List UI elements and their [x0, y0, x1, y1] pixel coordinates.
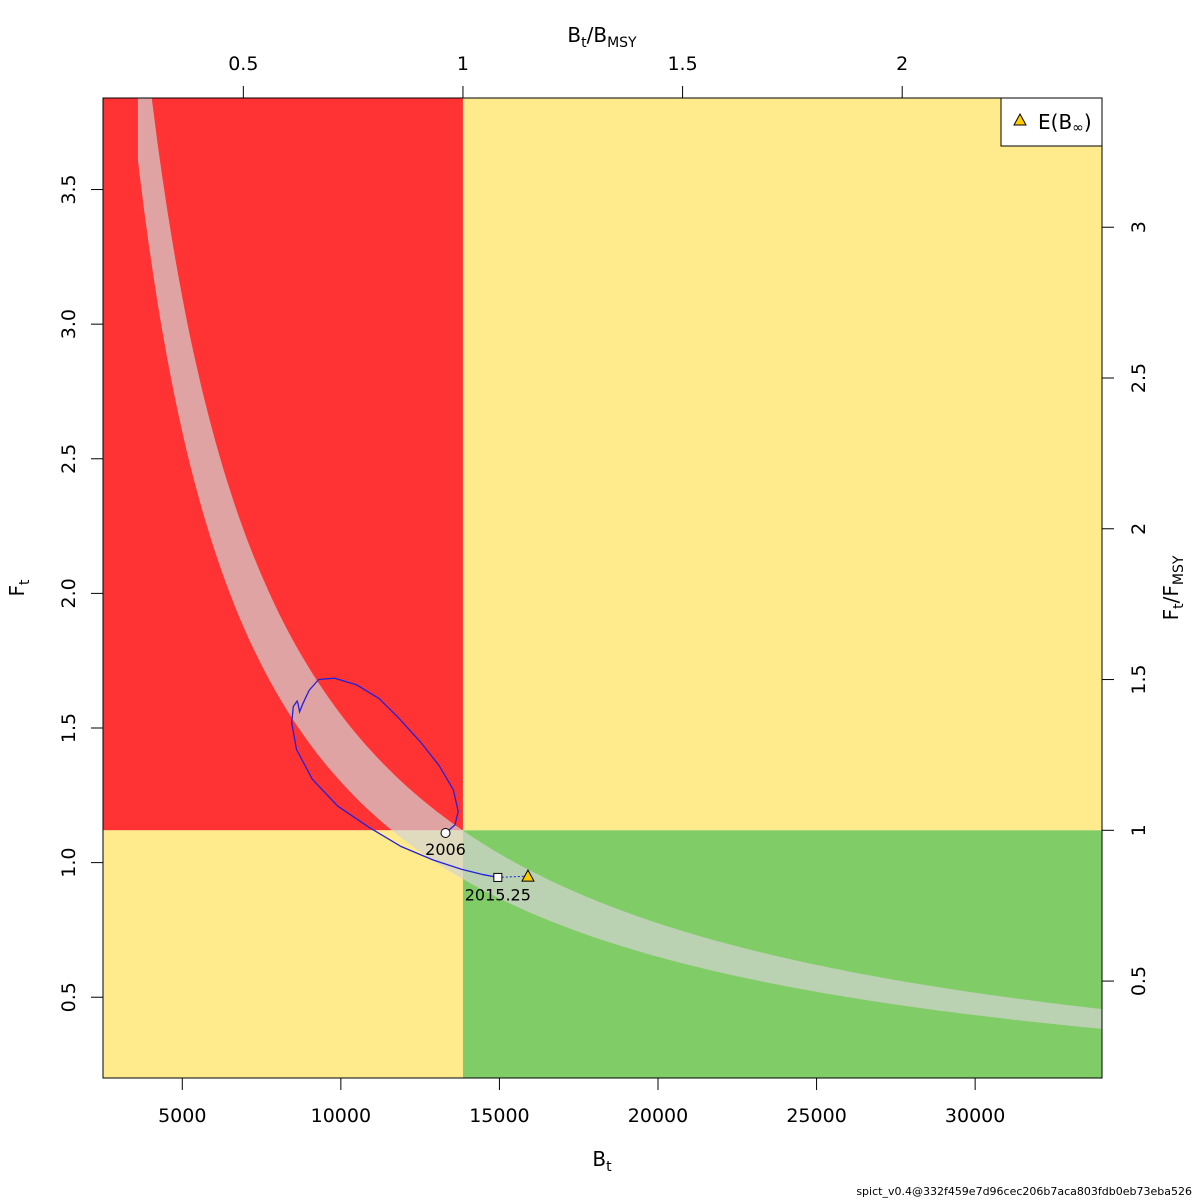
top-tick-label: 2	[896, 53, 908, 75]
x-tick-label: 30000	[945, 1105, 1005, 1127]
y-tick-label: 1.0	[58, 848, 80, 878]
trajectory-line	[291, 677, 498, 879]
forecast-line	[497, 875, 528, 878]
y-axis-left: 0.5 1.0 1.5 2.0 2.5 3.0 3.5	[58, 174, 103, 1012]
y-axis-title: Ft	[5, 579, 33, 597]
zone-healthy	[462, 830, 1102, 1078]
legend-label: E(B∞)	[1038, 110, 1092, 136]
start-point-marker	[440, 828, 451, 838]
top-tick-label: 0.5	[228, 53, 258, 75]
footer-version: spict_v0.4@332f459e7d96cec206b7aca803fdb…	[856, 1185, 1192, 1198]
x-axis-top: 0.5 1 1.5 2	[228, 53, 908, 98]
right-tick-label: 0.5	[1128, 966, 1150, 996]
legend-triangle-icon	[1013, 112, 1027, 126]
x-tick-label: 25000	[786, 1105, 846, 1127]
y-tick-label: 2.5	[58, 444, 80, 474]
y-tick-label: 0.5	[58, 982, 80, 1012]
plot-area	[103, 98, 1102, 1078]
right-tick-label: 3	[1128, 221, 1150, 233]
top-tick-label: 1	[457, 53, 469, 75]
right-axis-title: Ft/FMSY	[1159, 555, 1187, 620]
top-axis-title: Bt/BMSY	[567, 23, 637, 51]
equilibrium-marker	[521, 869, 535, 882]
right-tick-label: 1.5	[1128, 664, 1150, 694]
zone-overfished	[103, 830, 463, 1078]
x-axis-title: Bt	[592, 1147, 612, 1175]
right-tick-label: 1	[1128, 824, 1150, 836]
start-point-label: 2006	[425, 840, 466, 859]
msy-confidence-band	[137, 98, 1102, 1029]
legend: E(B∞)	[1000, 97, 1103, 147]
top-tick-label: 1.5	[667, 53, 697, 75]
right-tick-label: 2	[1128, 523, 1150, 535]
y-tick-label: 2.0	[58, 578, 80, 608]
x-tick-label: 20000	[628, 1105, 688, 1127]
x-tick-label: 15000	[469, 1105, 529, 1127]
plot-frame	[102, 97, 1103, 1079]
y-tick-label: 3.5	[58, 174, 80, 204]
x-axis-bottom: 5000 10000 15000 20000 25000 30000	[158, 1078, 1005, 1127]
end-point-marker	[493, 872, 503, 882]
y-tick-label: 3.0	[58, 309, 80, 339]
x-tick-label: 5000	[158, 1105, 206, 1127]
y-tick-label: 1.5	[58, 713, 80, 743]
zone-overfishing	[462, 98, 1102, 831]
x-tick-label: 10000	[311, 1105, 371, 1127]
right-tick-label: 2.5	[1128, 363, 1150, 393]
end-point-label: 2015.25	[465, 885, 531, 904]
y-axis-right: 0.5 1 1.5 2 2.5 3	[1102, 221, 1150, 996]
